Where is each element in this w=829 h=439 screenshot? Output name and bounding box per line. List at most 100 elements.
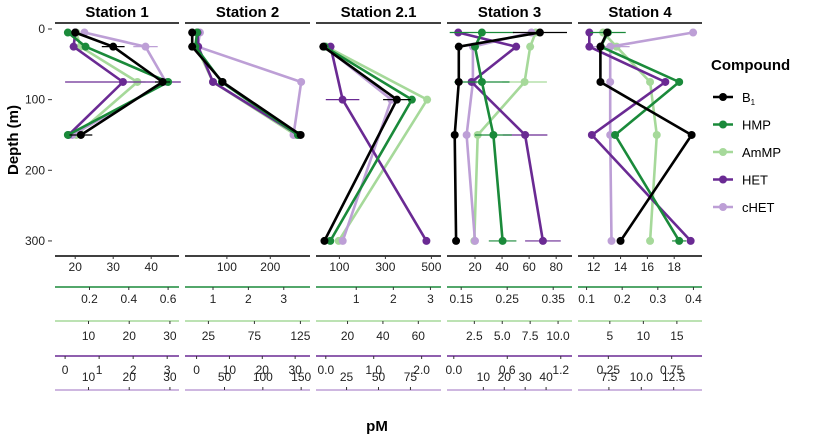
panel-station-3-series-b1-point: [454, 77, 463, 86]
panel-station-3-series-het-point: [521, 130, 530, 139]
panel-station-2-1-axis-b1-tick-label: 500: [421, 260, 441, 274]
panel-station-1-series-b1: [69, 28, 171, 139]
panel-station-1-axis-chet-tick-label: 20: [123, 370, 137, 384]
panel-station-4-series-hmp-point: [611, 130, 620, 139]
panel-station-2-1-axis-chet-tick-label: 50: [372, 370, 386, 384]
panel-station-4-axis-chet-tick-label: 10.0: [630, 370, 654, 384]
panel-station-2-1-axis-chet-tick-label: 25: [340, 370, 354, 384]
panel-station-1-axis-b1-tick-label: 20: [69, 260, 83, 274]
panel-station-2-1-series-b1-point: [392, 95, 401, 104]
panel-station-2-axis-ammp: 25 75 125: [185, 320, 311, 343]
panel-station-3-axis-b1-tick-label: 80: [549, 260, 563, 274]
panel-station-2: Station 2 100 200 1 2 3 25 75 125 0 10 20 30 50 100 150: [185, 4, 311, 391]
legend-item-het-marker: [719, 175, 727, 184]
panel-station-2-1-axis-hmp: 1 2 3: [316, 286, 441, 306]
panel-station-2-1-axis-b1-tick-label: 300: [375, 260, 395, 274]
panel-station-3-axis-ammp: 2.5 5.0 7.5 10.0: [447, 320, 572, 343]
panel-station-3-series-hmp-point: [477, 77, 486, 86]
panel-station-2-series-b1-point: [296, 130, 305, 139]
legend-item-b1-label: B1: [742, 90, 756, 107]
panel-station-3-series-ammp-point: [520, 77, 529, 86]
panel-station-1-axis-het-tick-label: 3: [164, 363, 171, 377]
panel-station-1-axis-hmp: 0.2 0.4 0.6: [55, 286, 179, 306]
panel-station-1-series-chet-point: [141, 42, 150, 51]
panel-station-3-series-het-point: [512, 42, 521, 51]
panel-station-4-series-het: [585, 28, 695, 245]
panel-station-1-series-b1-point: [158, 77, 167, 86]
panel-station-3-axis-hmp-tick-label: 0.25: [496, 292, 520, 306]
panel-station-4-series-b1-point: [603, 28, 612, 37]
panel-station-3-axis-chet: 10 20 30 40: [447, 370, 572, 391]
panel-station-2-series-hmp: [191, 28, 302, 139]
panel-station-4-series-het-point: [587, 130, 596, 139]
panel-station-1-axis-het-tick-label: 1: [96, 363, 103, 377]
panel-station-2-axis-ammp-tick-label: 125: [290, 329, 310, 343]
panel-station-4-series-chet: [590, 28, 698, 245]
panel-station-3-series-b1-point: [452, 236, 461, 245]
panel-station-4-series-hmp-point: [675, 77, 684, 86]
panel-station-1-axis-het: 0 1 2 3: [55, 355, 179, 377]
panel-station-3: Station 3 20 40 60 80 0.15 0.25 0.35 2.5 5.0 7.5 10…: [445, 4, 572, 391]
panel-station-4-axis-b1-tick-label: 14: [614, 260, 628, 274]
panel-station-2-axis-b1-tick-label: 100: [217, 260, 237, 274]
panel-station-2-1-series-het-point: [422, 236, 431, 245]
legend-item-hmp-marker: [719, 120, 727, 129]
panel-station-3-axis-het-tick-label: 1.2: [552, 363, 569, 377]
panel-station-2-axis-hmp-tick-label: 2: [245, 292, 252, 306]
panel-station-4-axis-chet-tick-label: 7.5: [601, 370, 618, 384]
panel-station-4-axis-ammp-tick-label: 10: [637, 329, 651, 343]
y-axis: 0 100 200 300: [25, 22, 52, 248]
panel-station-3-axis-hmp-tick-label: 0.35: [542, 292, 566, 306]
panel-station-3-series-ammp-point: [526, 42, 535, 51]
panel-station-2-axis-ammp-tick-label: 75: [248, 329, 262, 343]
panel-station-4-axis-hmp-tick-label: 0.4: [685, 292, 702, 306]
panel-station-4-series-hmp-point: [675, 236, 684, 245]
panel-station-2-axis-chet-tick-label: 100: [253, 370, 273, 384]
panel-station-4-series-ammp: [599, 28, 661, 245]
panel-station-3-axis-het-tick-label: 0.6: [499, 363, 516, 377]
panel-station-2-axis-het-tick-label: 0: [193, 363, 200, 377]
panel-station-2-axis-het-tick-label: 10: [223, 363, 237, 377]
panel-station-2-axis-b1-tick-label: 200: [260, 260, 280, 274]
panel-station-2-series-het: [193, 28, 303, 139]
panel-station-4-axis-b1-tick-label: 16: [641, 260, 655, 274]
panel-station-3-axis-b1-tick-label: 20: [468, 260, 482, 274]
panel-station-1-series-b1-point: [71, 28, 80, 37]
panel-station-3-series-chet-point: [462, 130, 471, 139]
panel-station-3-axis-chet-tick-label: 20: [498, 370, 512, 384]
panel-station-4: Station 412 14 16 180.1 0.2 0.3 0.45 10 150.25 0.…: [578, 4, 702, 391]
panel-station-2-axis-hmp-tick-label: 3: [280, 292, 287, 306]
panel-station-2-axis-chet-tick-label: 150: [291, 370, 311, 384]
panel-station-4-series-b1: [596, 28, 696, 245]
panel-station-3-series-hmp-point: [489, 130, 498, 139]
panel-station-2-1-axis-b1: 100 300 500: [316, 255, 442, 274]
legend-item-ammp-marker: [719, 148, 727, 156]
panel-station-3-axis-chet-tick-label: 30: [519, 370, 533, 384]
panel-station-3-axis-het: 0.0 0.6 1.2: [445, 355, 572, 377]
panel-station-4-axis-ammp-tick-label: 5: [606, 329, 613, 343]
panel-station-4-axis-hmp-tick-label: 0.2: [614, 292, 631, 306]
panel-station-3-axis-b1-tick-label: 60: [522, 260, 536, 274]
panel-station-2-axis-chet-tick-label: 50: [218, 370, 232, 384]
panel-station-1-axis-ammp-tick-label: 20: [123, 329, 137, 343]
panel-station-4-axis-chet: 7.5 10.0 12.5: [578, 370, 702, 391]
panel-station-1-axis-hmp-tick-label: 0.4: [120, 292, 137, 306]
legend-item-ammp-label: AmMP: [742, 145, 781, 160]
panel-station-3-axis-het-tick-label: 0.0: [445, 363, 462, 377]
panel-station-4-axis-hmp-tick-label: 0.1: [578, 292, 595, 306]
panel-station-4-series-b1-point: [687, 130, 696, 139]
panel-station-4-series-b1-point: [596, 42, 605, 51]
panel-station-1-axis-chet: 10 20 30: [55, 370, 179, 391]
panel-station-2-series-het-point: [209, 77, 217, 86]
panel-station-1-series-b1-point: [109, 42, 118, 51]
panel-station-1-axis-chet-tick-label: 30: [163, 370, 177, 384]
legend-item-hmp: HMP: [713, 118, 771, 133]
panel-station-1-axis-b1-tick-label: 40: [145, 260, 159, 274]
panel-station-3-series-b1-point: [535, 28, 544, 37]
panel-station-2-1-series-b1: [319, 42, 411, 245]
panel-station-3-axis-chet-tick-label: 40: [539, 370, 553, 384]
panel-station-3-axis-ammp-tick-label: 5.0: [494, 329, 511, 343]
panel-station-3-axis-hmp-tick-label: 0.15: [450, 292, 474, 306]
panel-station-3-axis-b1-tick-label: 40: [495, 260, 509, 274]
